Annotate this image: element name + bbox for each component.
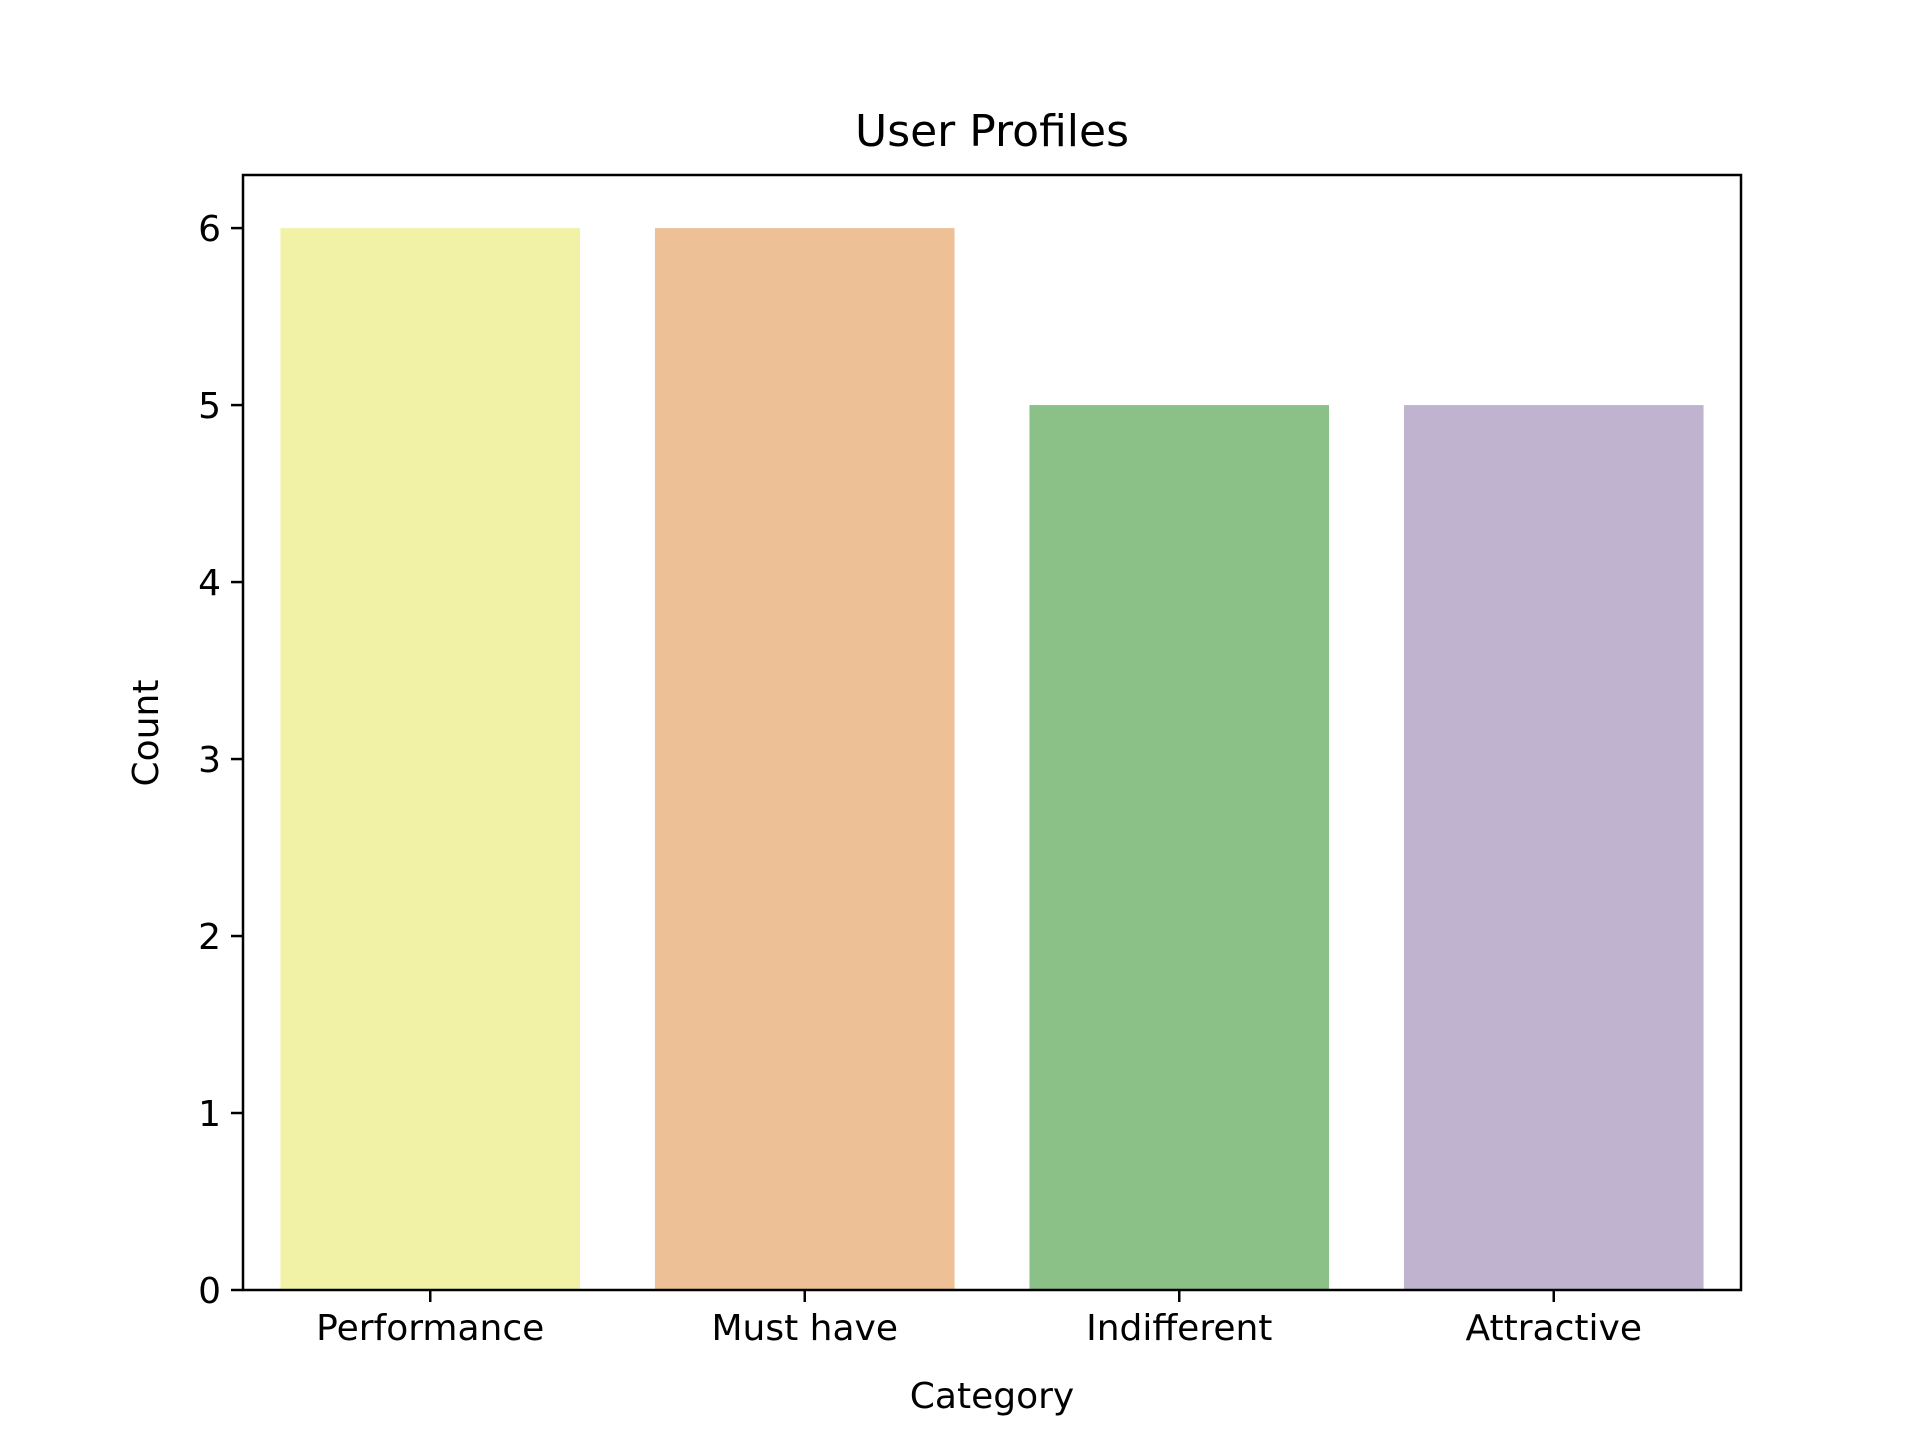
bar-indifferent (1029, 405, 1330, 1291)
y-axis-ticks: 0 1 2 3 4 5 6 (198, 209, 243, 1312)
y-tick-label: 6 (198, 209, 221, 250)
x-tick-label: Attractive (1466, 1308, 1642, 1349)
y-tick-label: 0 (198, 1271, 221, 1312)
bars-group (280, 228, 1704, 1291)
y-tick-label: 1 (198, 1094, 221, 1135)
y-axis-label: Count (126, 680, 167, 787)
chart-title: User Profiles (855, 106, 1129, 157)
x-axis-label: Category (910, 1376, 1074, 1417)
bar-performance (280, 228, 581, 1291)
x-axis-ticks: Performance Must have Indifferent Attractiv… (316, 1290, 1642, 1349)
y-tick-label: 5 (198, 386, 221, 427)
bar-attractive (1403, 405, 1704, 1291)
y-tick-label: 2 (198, 917, 221, 958)
x-tick-label: Must have (711, 1308, 898, 1349)
y-tick-label: 3 (198, 740, 221, 781)
x-tick-label: Performance (316, 1308, 544, 1349)
y-tick-label: 4 (198, 563, 221, 604)
x-tick-label: Indifferent (1086, 1308, 1272, 1349)
plot-frame (241, 173, 1743, 1292)
bar-must-have (654, 228, 955, 1291)
